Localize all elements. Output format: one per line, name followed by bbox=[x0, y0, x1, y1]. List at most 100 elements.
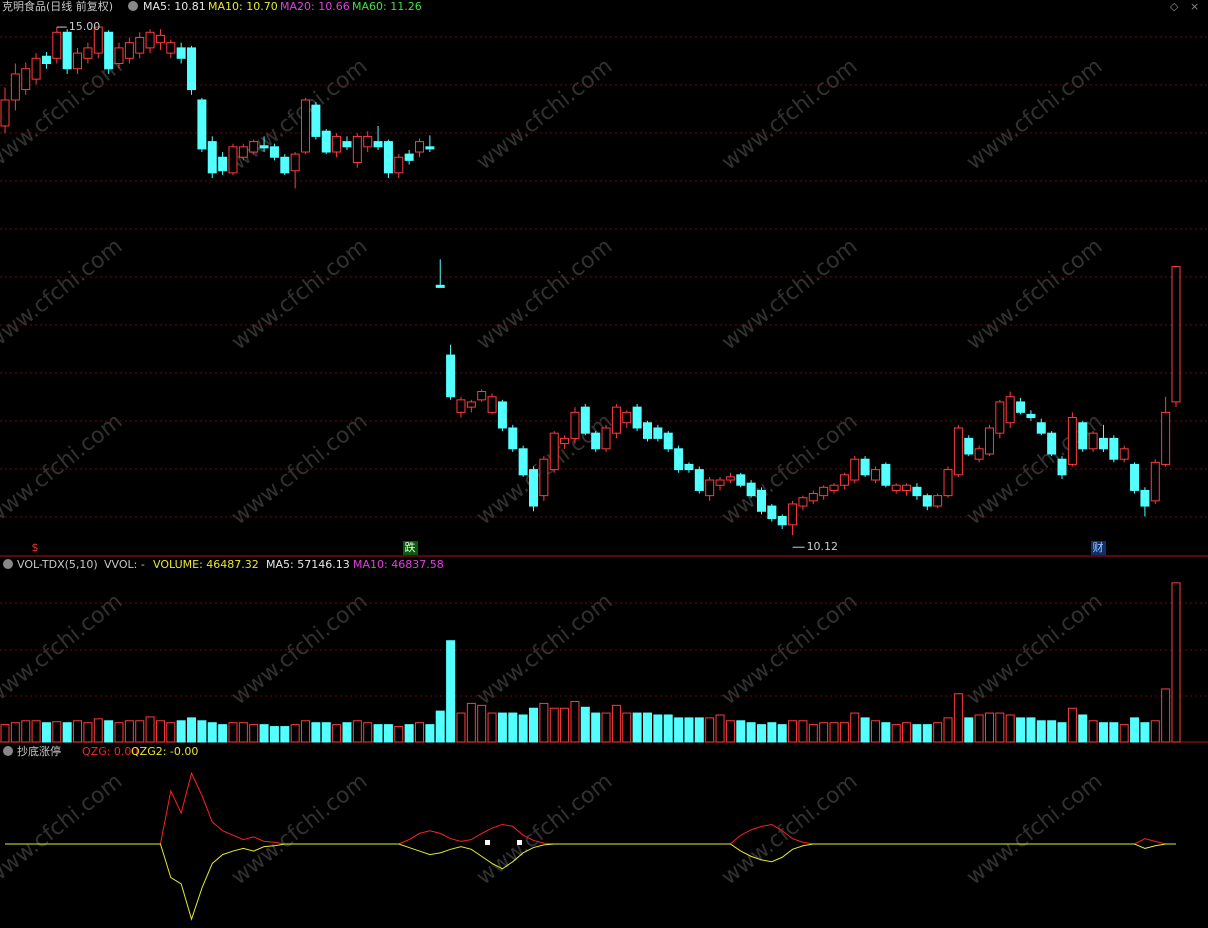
candle-body bbox=[466, 401, 476, 408]
volume-bar bbox=[31, 720, 41, 743]
vol-label: VOLUME: 46487.32 bbox=[153, 558, 259, 571]
volume-bar bbox=[1005, 714, 1015, 743]
menu-icon[interactable] bbox=[3, 746, 13, 756]
high-label: 15.00 bbox=[69, 20, 101, 33]
volume-bar bbox=[176, 720, 186, 743]
volume-bar bbox=[41, 722, 51, 743]
volume-bar bbox=[487, 712, 497, 743]
candle-body bbox=[1150, 461, 1160, 502]
candle-body bbox=[767, 505, 777, 520]
volume-bar bbox=[964, 717, 974, 743]
volume-bar bbox=[715, 714, 725, 743]
candle-body bbox=[1161, 411, 1171, 465]
close-icon[interactable]: × bbox=[1190, 0, 1199, 13]
volume-bar bbox=[819, 722, 829, 743]
volume-bar bbox=[601, 712, 611, 743]
volume-bar bbox=[570, 700, 580, 743]
nav-icon[interactable]: ◇ bbox=[1170, 0, 1179, 13]
volume-bar bbox=[974, 714, 984, 743]
signal-box bbox=[403, 541, 418, 555]
volume-bar bbox=[114, 722, 124, 743]
volume-bar bbox=[83, 722, 93, 743]
candle-body bbox=[83, 47, 93, 59]
volume-bar bbox=[197, 720, 207, 743]
candle-body bbox=[808, 493, 818, 502]
volume-bar bbox=[187, 717, 197, 743]
marks-layer: 15.00 10.12 bbox=[0, 20, 1181, 921]
candle-body bbox=[415, 141, 425, 153]
candle-body bbox=[425, 146, 435, 150]
candle-body bbox=[62, 31, 72, 70]
candle-body bbox=[1088, 432, 1098, 450]
volume-bar bbox=[788, 720, 798, 743]
candle-body bbox=[383, 141, 393, 174]
volume-bar bbox=[912, 724, 922, 743]
volume-bar bbox=[808, 724, 818, 743]
legend-entry: QZG2: -0.00 bbox=[131, 745, 198, 758]
candle-body bbox=[93, 26, 103, 54]
volume-bar bbox=[290, 724, 300, 743]
candle-body bbox=[746, 482, 756, 497]
candle-body bbox=[839, 474, 849, 486]
candle-body bbox=[601, 427, 611, 450]
volume-bar bbox=[674, 717, 684, 743]
candle-body bbox=[974, 448, 984, 460]
volume-bar bbox=[1171, 582, 1181, 743]
candle-body bbox=[155, 34, 165, 44]
volume-bar bbox=[135, 720, 145, 743]
volume-bar bbox=[404, 724, 414, 743]
candle-body bbox=[964, 437, 974, 455]
menu-icon[interactable] bbox=[128, 1, 138, 11]
ma-label: MA5: 10.81 bbox=[143, 0, 206, 13]
candle-body bbox=[580, 406, 590, 434]
volume-bar bbox=[881, 722, 891, 743]
volume-bar bbox=[736, 720, 746, 743]
candle-body bbox=[663, 432, 673, 450]
candle-body bbox=[363, 135, 373, 148]
ma-label: MA10: 10.70 bbox=[208, 0, 278, 13]
volume-bar bbox=[902, 722, 912, 743]
volume-bar bbox=[93, 718, 103, 743]
candle-body bbox=[456, 399, 466, 413]
volume-bar bbox=[767, 722, 777, 743]
candle-body bbox=[187, 47, 197, 91]
legend-entry: QZG: 0.00 bbox=[82, 745, 138, 758]
candle-body bbox=[560, 437, 570, 445]
candle-body bbox=[933, 495, 943, 507]
volume-bar bbox=[446, 640, 456, 743]
volume-bar bbox=[1098, 722, 1108, 743]
candle-body bbox=[995, 401, 1005, 434]
candle-body bbox=[912, 486, 922, 497]
volume-bar bbox=[756, 724, 766, 743]
candle-body bbox=[176, 47, 186, 59]
volume-bar bbox=[383, 724, 393, 743]
candle-body bbox=[135, 36, 145, 54]
candle-body bbox=[1171, 266, 1181, 403]
candle-body bbox=[404, 153, 414, 161]
candle-body bbox=[642, 422, 652, 439]
vol-label: MA10: 46837.58 bbox=[353, 558, 444, 571]
volume-bar bbox=[21, 720, 31, 743]
candle-body bbox=[290, 153, 300, 172]
volume-bar bbox=[352, 720, 362, 743]
volume-bar bbox=[933, 722, 943, 743]
candle-body bbox=[1130, 463, 1140, 491]
candle-body bbox=[104, 31, 114, 70]
candle-body bbox=[1057, 458, 1067, 476]
candle-body bbox=[570, 411, 580, 439]
candle-body bbox=[166, 42, 176, 54]
volume-bar bbox=[995, 712, 1005, 743]
candle-body bbox=[1036, 422, 1046, 434]
candle-body bbox=[0, 99, 10, 127]
volume-bar bbox=[1016, 717, 1026, 743]
dot bbox=[517, 840, 522, 845]
volume-bar bbox=[529, 707, 539, 743]
menu-icon[interactable] bbox=[3, 559, 13, 569]
volume-bar bbox=[549, 707, 559, 743]
candle-body bbox=[1078, 422, 1088, 450]
candle-body bbox=[788, 503, 798, 526]
volume-bar bbox=[249, 724, 259, 743]
volume-bar bbox=[155, 720, 165, 743]
candle-body bbox=[207, 141, 217, 174]
